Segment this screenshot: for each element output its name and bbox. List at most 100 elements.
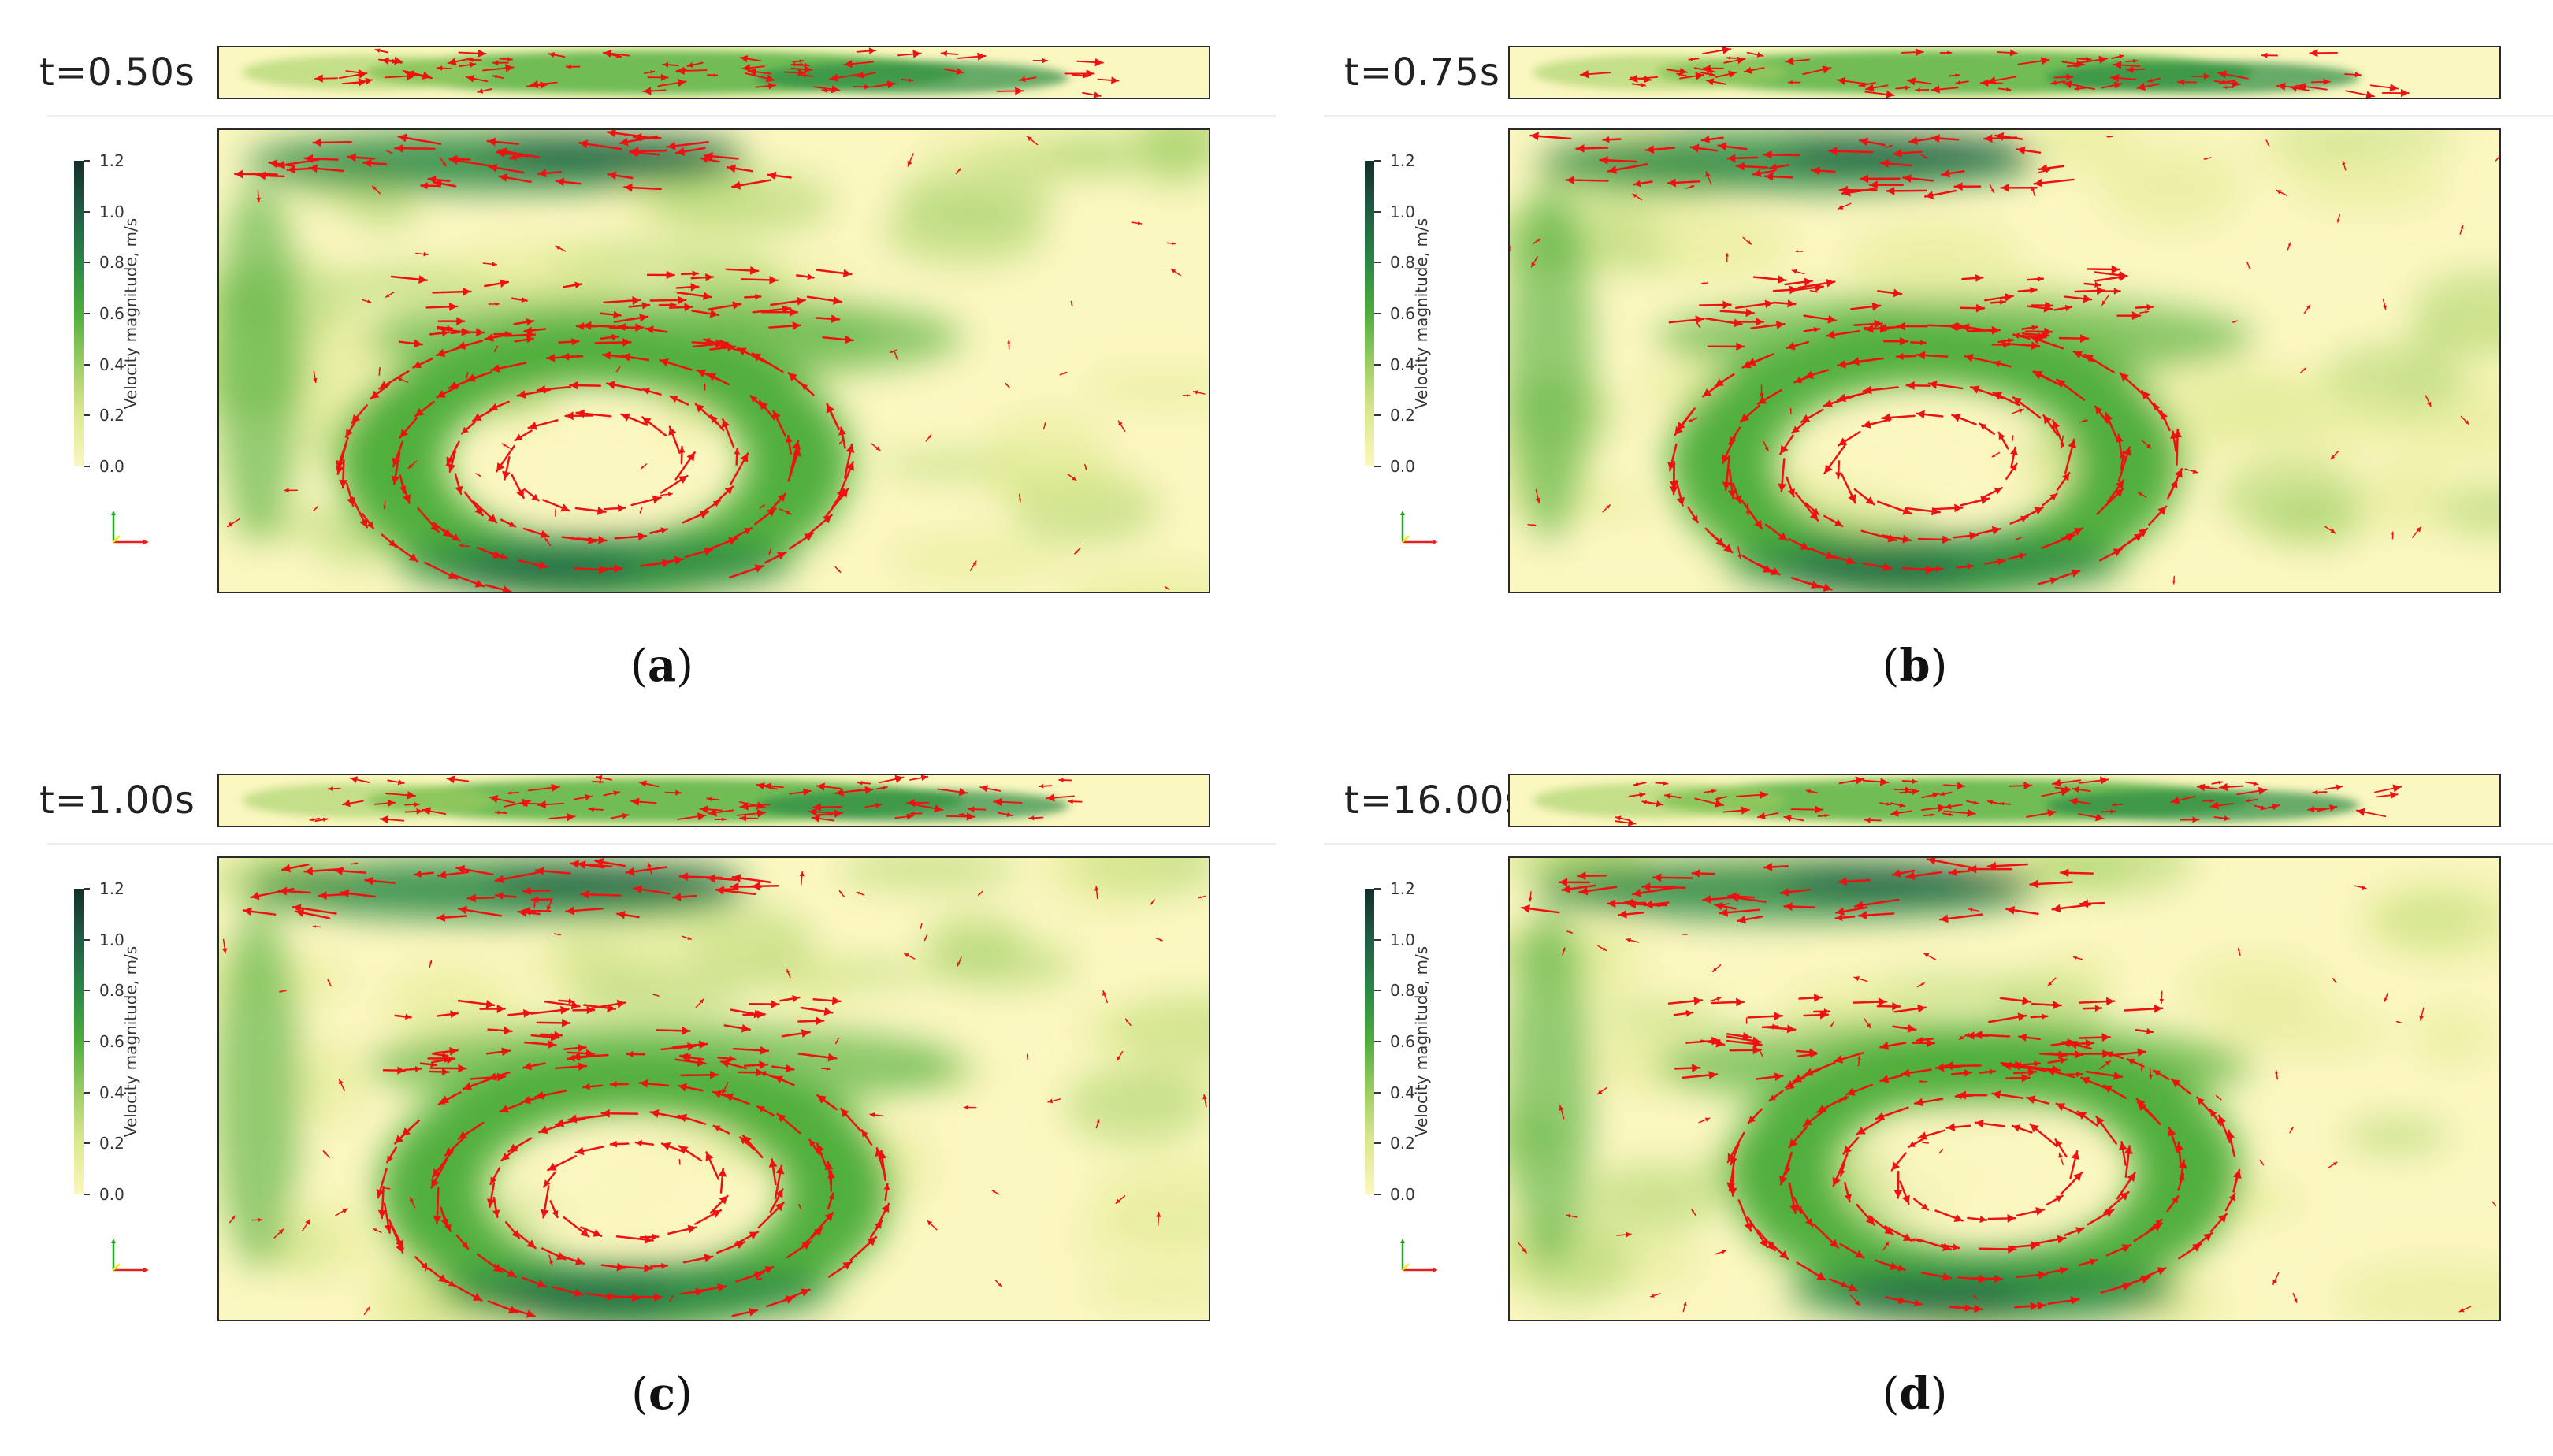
velocity-vector: [1997, 337, 2015, 344]
velocity-vector: [1931, 85, 1959, 94]
velocity-vector: [1927, 380, 1964, 390]
velocity-vector: [639, 1233, 660, 1241]
velocity-vector: [1895, 85, 1911, 91]
velocity-vector: [957, 52, 987, 61]
subfigure-label: (d): [1882, 1368, 1948, 1420]
velocity-vector: [1676, 407, 1696, 432]
velocity-vector: [1877, 500, 1912, 515]
velocity-vector: [731, 1307, 759, 1317]
velocity-vector: [424, 561, 459, 580]
velocity-vector: [1667, 178, 1700, 188]
velocity-vector: [1722, 806, 1751, 815]
time-label: t=0.75s: [1344, 50, 1500, 95]
velocity-vector: [871, 80, 897, 89]
velocity-vector: [1719, 908, 1760, 917]
velocity-vector: [1803, 326, 1821, 333]
velocity-vector: [1778, 458, 1787, 493]
velocity-vector: [1005, 382, 1010, 388]
velocity-vector: [466, 371, 469, 379]
velocity-vector: [420, 182, 441, 190]
velocity-vector: [2209, 801, 2234, 810]
velocity-vector: [1913, 1198, 1930, 1211]
velocity-vector: [729, 452, 749, 486]
velocity-vector: [1833, 1052, 1864, 1064]
velocity-vector: [834, 1037, 840, 1045]
velocity-vector: [1752, 169, 1776, 177]
velocity-vector: [1916, 410, 1944, 419]
velocity-vector: [437, 327, 471, 336]
velocity-vector: [530, 1005, 570, 1015]
velocity-vector: [1987, 800, 2002, 805]
velocity-vector: [398, 339, 423, 348]
colorbar-title: Velocity magnitude, m/s: [121, 217, 140, 410]
colorbar-label: 0.4: [1390, 355, 1415, 374]
colorbar: [1365, 161, 1374, 466]
velocity-vector: [1155, 937, 1163, 942]
velocity-vector: [1921, 1272, 1953, 1281]
velocity-vector: [2064, 1071, 2083, 1078]
velocity-vector: [675, 69, 688, 73]
velocity-vector: [730, 882, 763, 891]
velocity-vector: [504, 330, 537, 340]
velocity-vector: [1948, 868, 1971, 876]
velocity-vector: [728, 564, 765, 579]
velocity-vector: [678, 445, 686, 465]
velocity-vector: [719, 1059, 748, 1070]
velocity-vector: [492, 60, 509, 66]
velocity-vector: [604, 504, 626, 513]
velocity-vector: [1786, 340, 1809, 351]
velocity-vector: [542, 499, 570, 512]
velocity-vector: [1896, 321, 1928, 331]
velocity-vector: [413, 870, 434, 878]
velocity-vector: [486, 1182, 496, 1209]
velocity-vector: [429, 329, 450, 337]
velocity-vector: [1984, 558, 2006, 566]
velocity-vector: [704, 383, 706, 391]
colorbar-label: 0.2: [1390, 1134, 1415, 1153]
colorbar-tick: [1374, 313, 1381, 314]
velocity-vector: [1026, 136, 1039, 146]
colorbar-tick: [84, 414, 90, 416]
velocity-vector: [2307, 806, 2327, 813]
velocity-vector: [1890, 802, 1906, 808]
colorbar-label: 0.8: [99, 253, 124, 272]
velocity-vector: [1943, 808, 1976, 818]
velocity-vector: [677, 1113, 707, 1125]
velocity-vector: [2079, 997, 2116, 1006]
velocity-vector: [2016, 1270, 2048, 1280]
velocity-vector: [1698, 1117, 1711, 1124]
velocity-vector: [743, 1060, 768, 1070]
velocity-vector: [1732, 482, 1742, 504]
velocity-vector: [544, 1001, 581, 1010]
velocity-vector: [2100, 1282, 2132, 1294]
velocity-vector: [457, 1121, 485, 1140]
velocity-vector: [869, 1112, 884, 1118]
velocity-vector: [2001, 341, 2041, 351]
velocity-vector: [1746, 1216, 1769, 1249]
velocity-vector: [499, 1102, 523, 1113]
velocity-vector: [768, 1158, 778, 1186]
velocity-vector: [1881, 534, 1912, 544]
velocity-vector: [1606, 899, 1647, 908]
velocity-vector: [996, 87, 1024, 95]
velocity-vector: [955, 168, 961, 175]
velocity-vector: [667, 1224, 697, 1235]
velocity-vector: [574, 565, 608, 574]
axes-orientation-icon: [1400, 1239, 1438, 1272]
velocity-vector: [715, 485, 734, 503]
velocity-vector: [2060, 1172, 2083, 1195]
velocity-vector: [875, 786, 888, 790]
velocity-vector: [2012, 408, 2024, 414]
velocity-vector: [2072, 786, 2091, 793]
velocity-vector: [993, 797, 1023, 807]
velocity-vector: [1837, 202, 1852, 210]
velocity-vector: [769, 1188, 784, 1213]
velocity-vector: [1932, 503, 1964, 513]
velocity-vector: [433, 1187, 442, 1225]
velocity-vector: [1510, 245, 1512, 252]
velocity-vector: [805, 514, 833, 538]
velocity-vector: [647, 862, 652, 875]
velocity-vector: [2118, 1141, 2128, 1166]
velocity-vector: [432, 1055, 455, 1064]
colorbar-tick: [84, 1041, 90, 1042]
